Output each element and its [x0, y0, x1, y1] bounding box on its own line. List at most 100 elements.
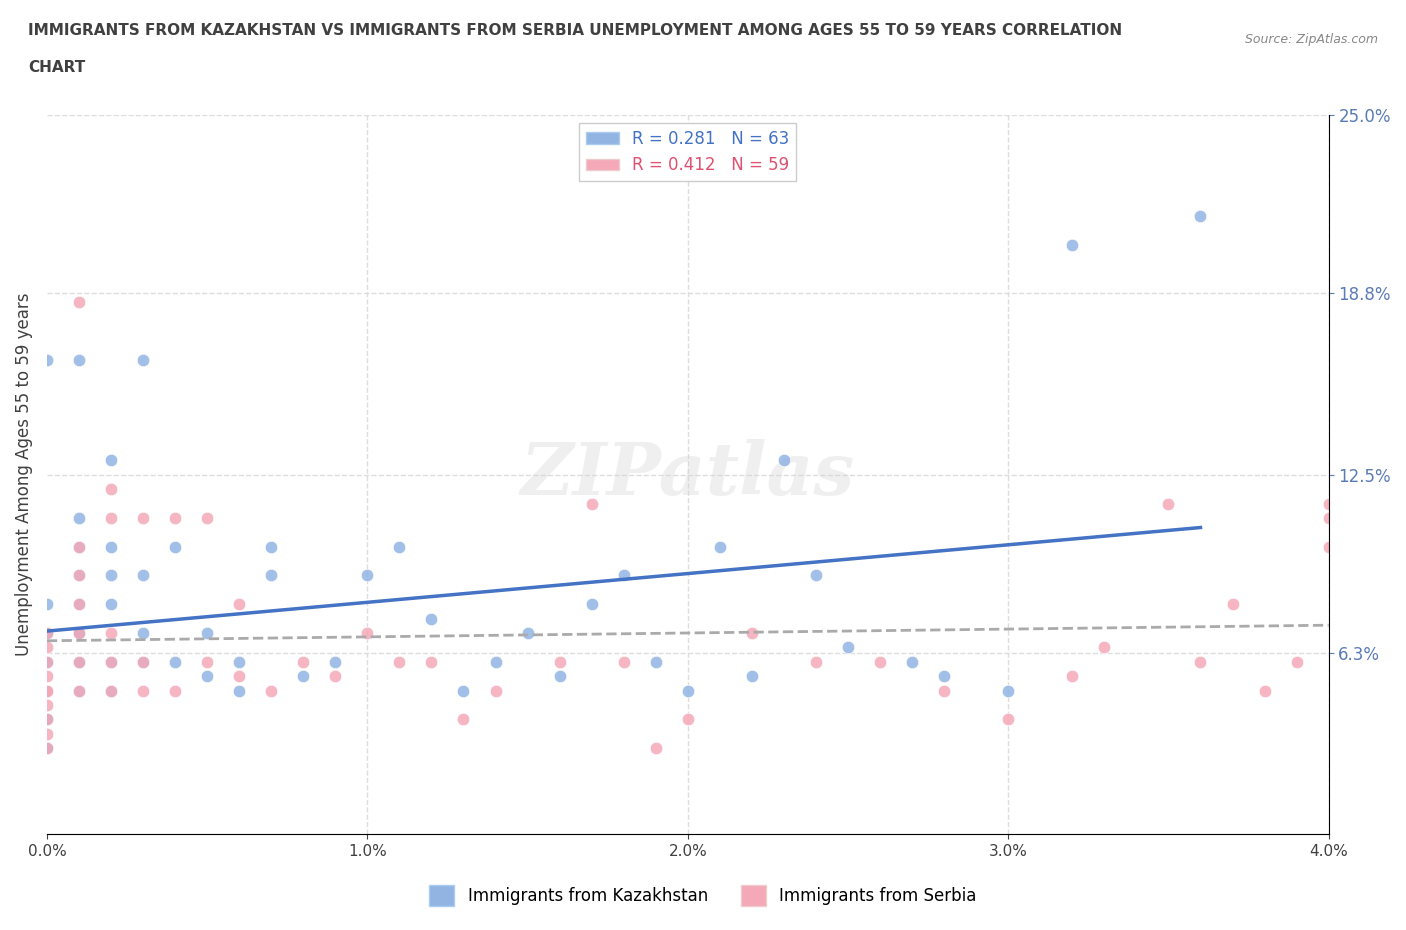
Point	[1062, 669, 1084, 684]
Point	[388, 539, 411, 554]
Point	[773, 453, 796, 468]
Point	[67, 626, 90, 641]
Point	[997, 684, 1019, 698]
Point	[292, 655, 315, 670]
Point	[388, 655, 411, 670]
Text: IMMIGRANTS FROM KAZAKHSTAN VS IMMIGRANTS FROM SERBIA UNEMPLOYMENT AMONG AGES 55 : IMMIGRANTS FROM KAZAKHSTAN VS IMMIGRANTS…	[28, 23, 1122, 38]
Text: Source: ZipAtlas.com: Source: ZipAtlas.com	[1244, 33, 1378, 46]
Point	[676, 712, 699, 727]
Point	[100, 597, 122, 612]
Point	[741, 626, 763, 641]
Point	[228, 669, 250, 684]
Point	[35, 669, 58, 684]
Point	[132, 352, 155, 367]
Point	[132, 655, 155, 670]
Point	[195, 511, 218, 525]
Point	[132, 626, 155, 641]
Point	[356, 568, 378, 583]
Legend: Immigrants from Kazakhstan, Immigrants from Serbia: Immigrants from Kazakhstan, Immigrants f…	[423, 879, 983, 912]
Point	[804, 568, 827, 583]
Point	[613, 568, 636, 583]
Point	[132, 684, 155, 698]
Point	[1189, 208, 1212, 223]
Point	[292, 669, 315, 684]
Point	[100, 482, 122, 497]
Legend: R = 0.281   N = 63, R = 0.412   N = 59: R = 0.281 N = 63, R = 0.412 N = 59	[579, 124, 796, 181]
Point	[195, 655, 218, 670]
Point	[100, 655, 122, 670]
Point	[35, 640, 58, 655]
Point	[67, 511, 90, 525]
Point	[35, 684, 58, 698]
Point	[228, 655, 250, 670]
Point	[644, 655, 666, 670]
Point	[869, 655, 891, 670]
Point	[581, 597, 603, 612]
Point	[35, 655, 58, 670]
Point	[35, 740, 58, 755]
Point	[35, 352, 58, 367]
Point	[35, 626, 58, 641]
Point	[67, 539, 90, 554]
Point	[100, 568, 122, 583]
Point	[1092, 640, 1115, 655]
Point	[67, 597, 90, 612]
Y-axis label: Unemployment Among Ages 55 to 59 years: Unemployment Among Ages 55 to 59 years	[15, 293, 32, 657]
Point	[100, 453, 122, 468]
Point	[1317, 511, 1340, 525]
Point	[644, 740, 666, 755]
Point	[195, 669, 218, 684]
Point	[1062, 237, 1084, 252]
Point	[228, 684, 250, 698]
Point	[997, 712, 1019, 727]
Point	[453, 712, 475, 727]
Point	[1222, 597, 1244, 612]
Point	[35, 655, 58, 670]
Text: CHART: CHART	[28, 60, 86, 75]
Point	[35, 597, 58, 612]
Point	[35, 684, 58, 698]
Point	[67, 626, 90, 641]
Point	[100, 626, 122, 641]
Point	[67, 295, 90, 310]
Point	[67, 655, 90, 670]
Point	[1157, 496, 1180, 511]
Point	[35, 712, 58, 727]
Point	[932, 669, 955, 684]
Point	[165, 539, 187, 554]
Point	[323, 669, 346, 684]
Point	[35, 740, 58, 755]
Point	[260, 684, 283, 698]
Point	[901, 655, 924, 670]
Point	[165, 655, 187, 670]
Point	[35, 726, 58, 741]
Point	[420, 655, 443, 670]
Point	[67, 684, 90, 698]
Point	[548, 655, 571, 670]
Point	[932, 684, 955, 698]
Point	[581, 496, 603, 511]
Point	[67, 568, 90, 583]
Point	[35, 684, 58, 698]
Point	[100, 655, 122, 670]
Point	[35, 712, 58, 727]
Point	[35, 626, 58, 641]
Point	[1253, 684, 1275, 698]
Point	[516, 626, 538, 641]
Point	[1317, 539, 1340, 554]
Point	[804, 655, 827, 670]
Point	[35, 712, 58, 727]
Point	[165, 684, 187, 698]
Point	[228, 597, 250, 612]
Point	[195, 626, 218, 641]
Point	[837, 640, 859, 655]
Point	[260, 568, 283, 583]
Point	[67, 684, 90, 698]
Point	[484, 655, 506, 670]
Point	[323, 655, 346, 670]
Point	[35, 655, 58, 670]
Point	[35, 684, 58, 698]
Point	[548, 669, 571, 684]
Point	[420, 611, 443, 626]
Point	[453, 684, 475, 698]
